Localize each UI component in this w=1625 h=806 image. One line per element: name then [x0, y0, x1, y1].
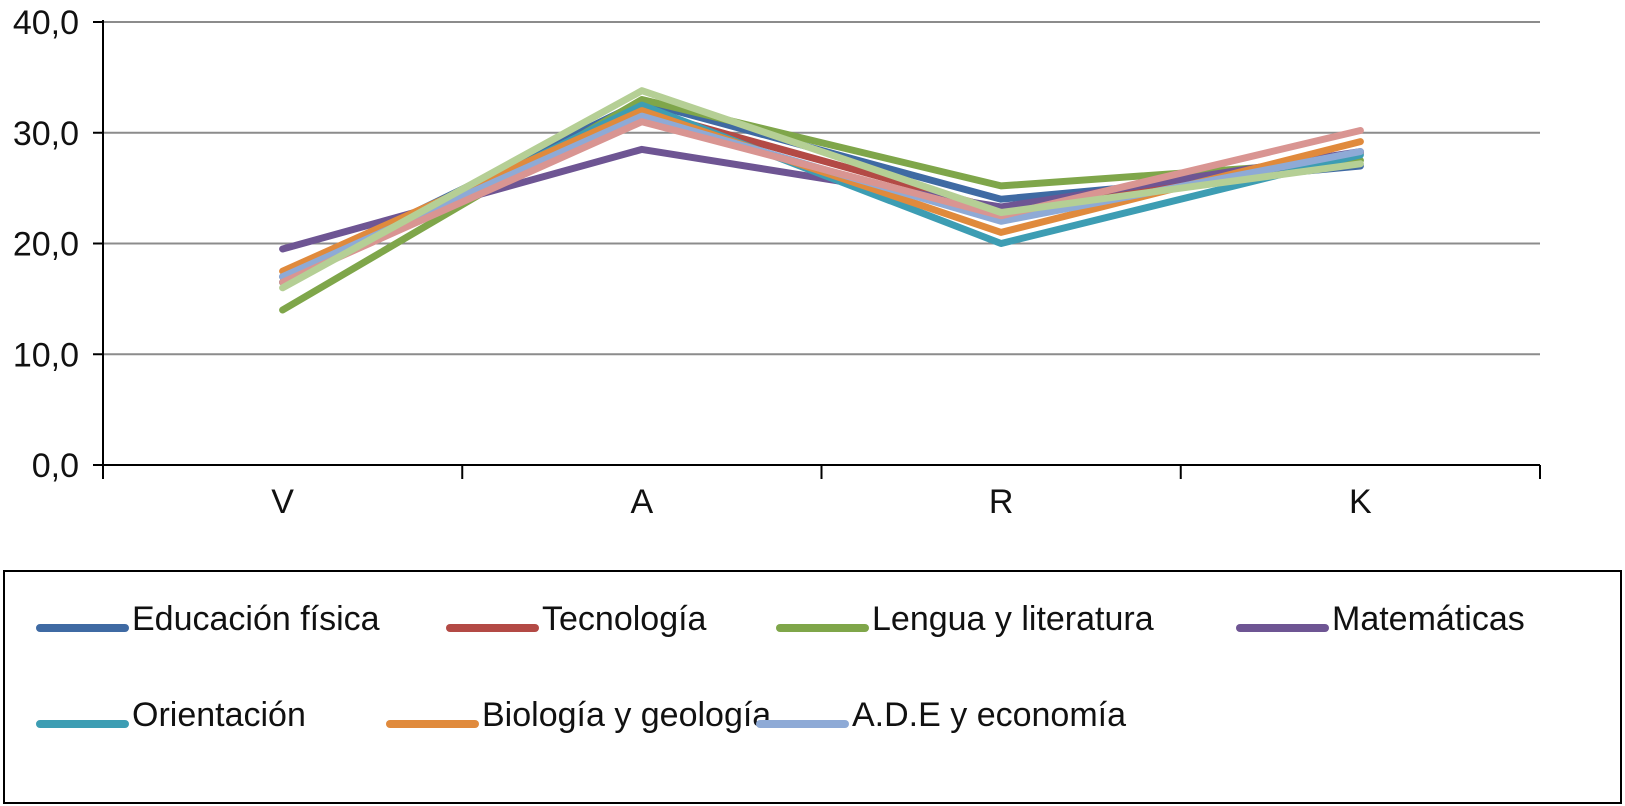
y-tick-label: 30,0 [13, 115, 79, 153]
legend-label: A.D.E y economía [852, 696, 1126, 734]
x-tick-label: A [631, 483, 654, 521]
legend: Educación física Tecnología Lengua y liter… [3, 570, 1622, 804]
legend-label: Orientación [132, 696, 306, 734]
axes [93, 20, 1541, 479]
legend-label: Matemáticas [1332, 600, 1525, 638]
y-tick-label: 0,0 [32, 447, 79, 485]
legend-label: Educación física [132, 600, 380, 638]
series-lines [279, 87, 1364, 314]
y-tick-label: 10,0 [13, 336, 79, 374]
series-line [279, 107, 1364, 275]
legend-label: Biología y geología [482, 696, 771, 734]
series-line [279, 118, 1364, 286]
y-axis-tick-labels: 0,0 10,0 20,0 30,0 40,0 [13, 4, 79, 485]
legend-label: Tecnología [542, 600, 707, 638]
x-tick-label: K [1349, 483, 1372, 521]
y-tick-label: 20,0 [13, 226, 79, 264]
legend-label: Lengua y literatura [872, 600, 1154, 638]
series-line [279, 101, 1364, 286]
x-tick-label: V [271, 483, 294, 521]
x-tick-label: R [989, 483, 1014, 521]
gridlines [103, 21, 1540, 356]
series-line [279, 87, 1364, 292]
y-tick-label: 40,0 [13, 4, 79, 42]
legend-box [3, 570, 1622, 804]
